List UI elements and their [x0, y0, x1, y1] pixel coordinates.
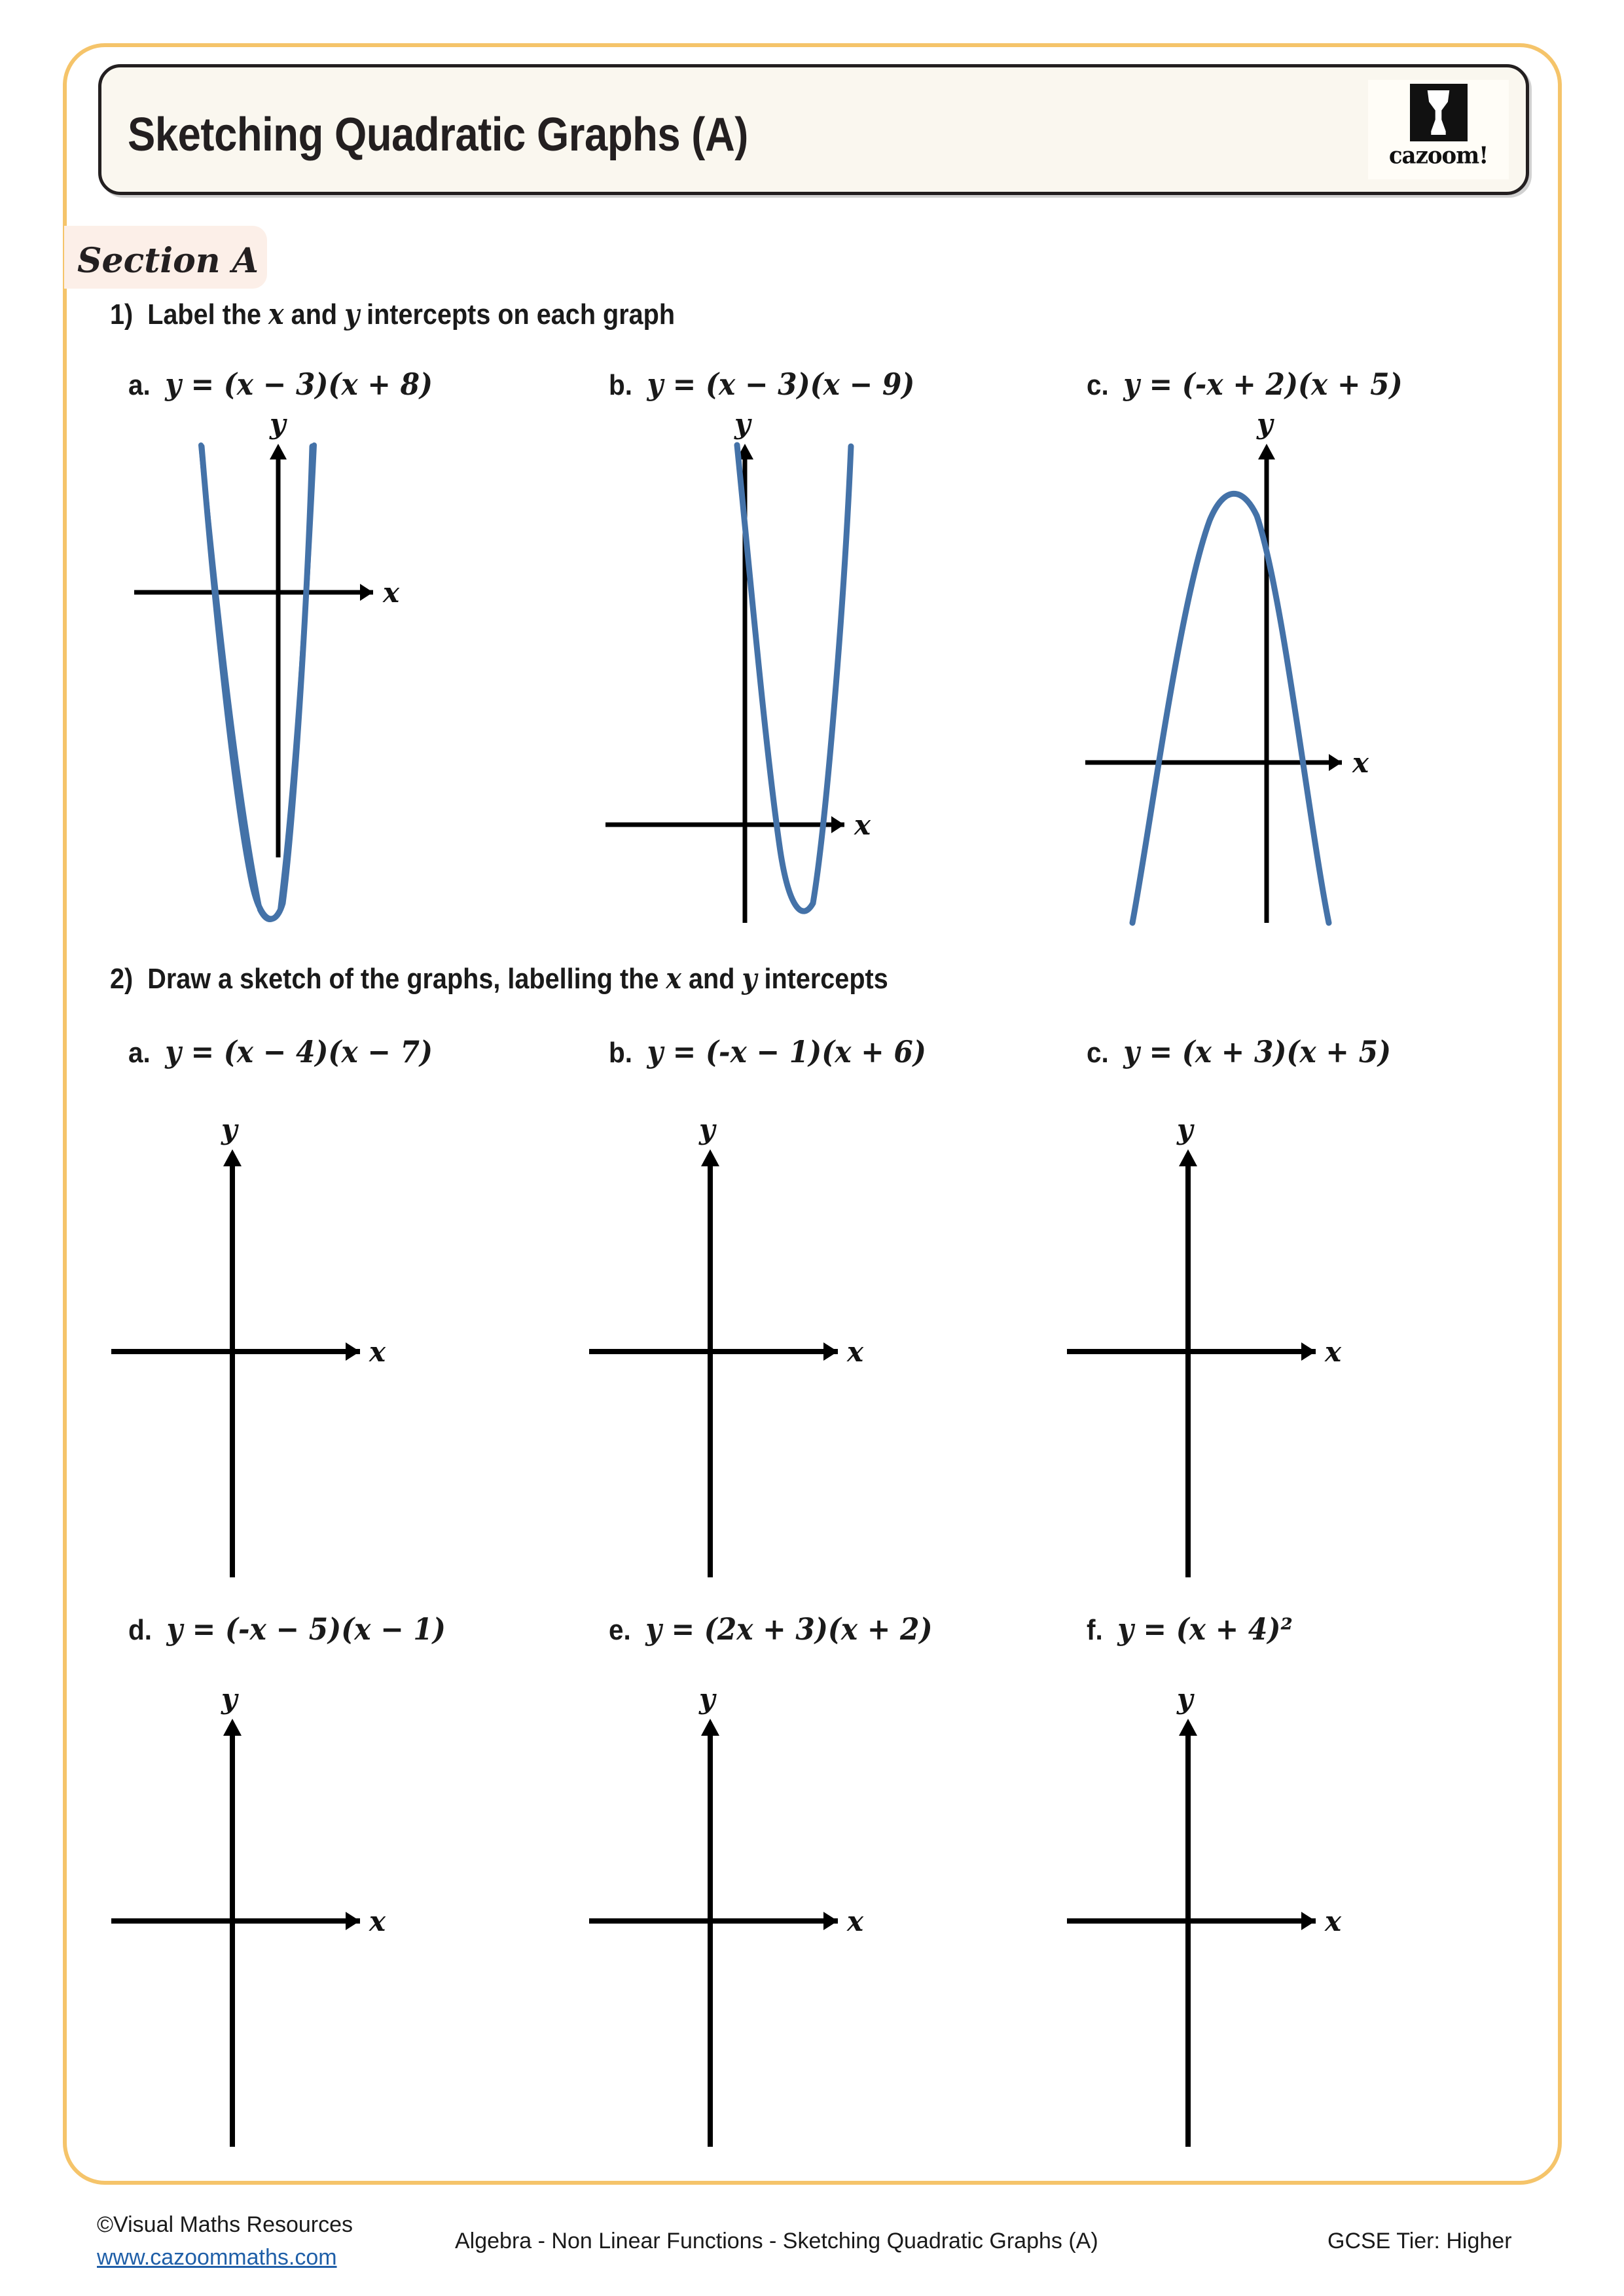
graph-2d: y x [98, 1676, 569, 2153]
question-1-prompt-part-2: and [283, 298, 345, 331]
title-box [98, 64, 1529, 195]
item-2a-letter: a. [128, 1037, 151, 1069]
item-1b-letter: b. [609, 369, 632, 401]
item-2d-label: d. y = (-x − 5)(x − 1) [128, 1611, 446, 1647]
cazoom-logo: cazoom! [1368, 80, 1509, 179]
question-2-prompt-part-3: intercepts [757, 963, 888, 995]
svg-text:x: x [1324, 1905, 1342, 1937]
item-1c-label: c. y = (-x + 2)(x + 5) [1087, 367, 1403, 402]
question-2-var-y: y [742, 962, 757, 996]
item-2e-label: e. y = (2x + 3)(x + 2) [609, 1611, 933, 1647]
svg-text:y: y [698, 1113, 717, 1145]
svg-text:x: x [854, 809, 871, 841]
svg-text:x: x [846, 1336, 864, 1368]
graph-2c: y x [1054, 1106, 1525, 1584]
item-2e-letter: e. [609, 1614, 631, 1646]
item-2b-label: b. y = (-x − 1)(x + 6) [609, 1034, 926, 1069]
item-2b-equation: y = (-x − 1)(x + 6) [647, 1034, 926, 1069]
question-1-prompt-part-1: Label the [147, 298, 269, 331]
graph-1b: y x [589, 406, 1034, 929]
question-1-prompt: 1) Label the x and y intercepts on each … [110, 298, 675, 331]
hourglass-glyph [1427, 90, 1450, 135]
item-1a-equation: y = (x − 3)(x + 8) [165, 367, 433, 402]
section-label: Section A [77, 241, 259, 281]
item-1c-letter: c. [1087, 369, 1109, 401]
question-2-var-x: x [666, 962, 682, 996]
question-2-prompt-part-2: and [681, 963, 742, 995]
svg-text:y: y [269, 408, 287, 440]
footer-copyright: ©Visual Maths Resources [97, 2212, 353, 2237]
item-2c-label: c. y = (x + 3)(x + 5) [1087, 1034, 1391, 1069]
svg-text:x: x [1352, 747, 1369, 779]
svg-text:y: y [1176, 1113, 1195, 1145]
question-2-number: 2) [110, 963, 134, 995]
question-2-prompt-part-1: Draw a sketch of the graphs, labelling t… [147, 963, 666, 995]
page-title: Sketching Quadratic Graphs (A) [128, 109, 748, 161]
item-1c-equation: y = (-x + 2)(x + 5) [1123, 367, 1403, 402]
graph-2b: y x [576, 1106, 1047, 1584]
item-2f-label: f. y = (x + 4)² [1087, 1611, 1293, 1647]
footer-tier: GCSE Tier: Higher [1327, 2229, 1512, 2253]
question-2-prompt: 2) Draw a sketch of the graphs, labellin… [110, 962, 888, 996]
item-2e-equation: y = (2x + 3)(x + 2) [645, 1611, 933, 1647]
item-1b-equation: y = (x − 3)(x − 9) [647, 367, 915, 402]
hourglass-drum-icon [1409, 84, 1468, 141]
item-2c-letter: c. [1087, 1037, 1109, 1069]
item-2b-letter: b. [609, 1037, 632, 1069]
item-2a-label: a. y = (x − 4)(x − 7) [128, 1034, 433, 1069]
graph-1a: y x [118, 406, 563, 929]
svg-text:y: y [1256, 408, 1274, 440]
footer-topic: Algebra - Non Linear Functions - Sketchi… [455, 2229, 1098, 2253]
svg-text:x: x [382, 577, 400, 609]
question-1-var-x: x [268, 298, 284, 331]
item-2d-equation: y = (-x − 5)(x − 1) [166, 1611, 446, 1647]
svg-text:x: x [1324, 1336, 1342, 1368]
item-1a-label: a. y = (x − 3)(x + 8) [128, 367, 433, 402]
item-2d-letter: d. [128, 1614, 152, 1646]
graph-2a: y x [98, 1106, 569, 1584]
svg-text:x: x [369, 1336, 386, 1368]
svg-text:x: x [369, 1905, 386, 1937]
footer-website-link[interactable]: www.cazoommaths.com [97, 2245, 337, 2270]
svg-text:y: y [221, 1683, 239, 1715]
svg-text:y: y [698, 1683, 717, 1715]
item-2c-equation: y = (x + 3)(x + 5) [1123, 1034, 1392, 1069]
question-1-prompt-part-3: intercepts on each graph [359, 298, 676, 331]
graph-2f: y x [1054, 1676, 1525, 2153]
svg-text:y: y [221, 1113, 239, 1145]
item-2a-equation: y = (x − 4)(x − 7) [165, 1034, 433, 1069]
item-1a-letter: a. [128, 369, 151, 401]
item-1b-label: b. y = (x − 3)(x − 9) [609, 367, 914, 402]
item-2f-letter: f. [1087, 1614, 1103, 1646]
svg-text:y: y [1176, 1683, 1195, 1715]
svg-text:x: x [846, 1905, 864, 1937]
question-1-number: 1) [110, 298, 134, 331]
section-tag-background [64, 226, 267, 289]
item-2f-equation: y = (x + 4)² [1117, 1611, 1293, 1647]
page-footer: ©Visual Maths Resources www.cazoommaths.… [0, 2212, 1624, 2291]
graph-2e: y x [576, 1676, 1047, 2153]
svg-text:y: y [734, 408, 752, 440]
graph-1c: y x [1067, 406, 1538, 929]
question-1-var-y: y [344, 298, 360, 331]
logo-wordmark: cazoom! [1388, 142, 1489, 170]
